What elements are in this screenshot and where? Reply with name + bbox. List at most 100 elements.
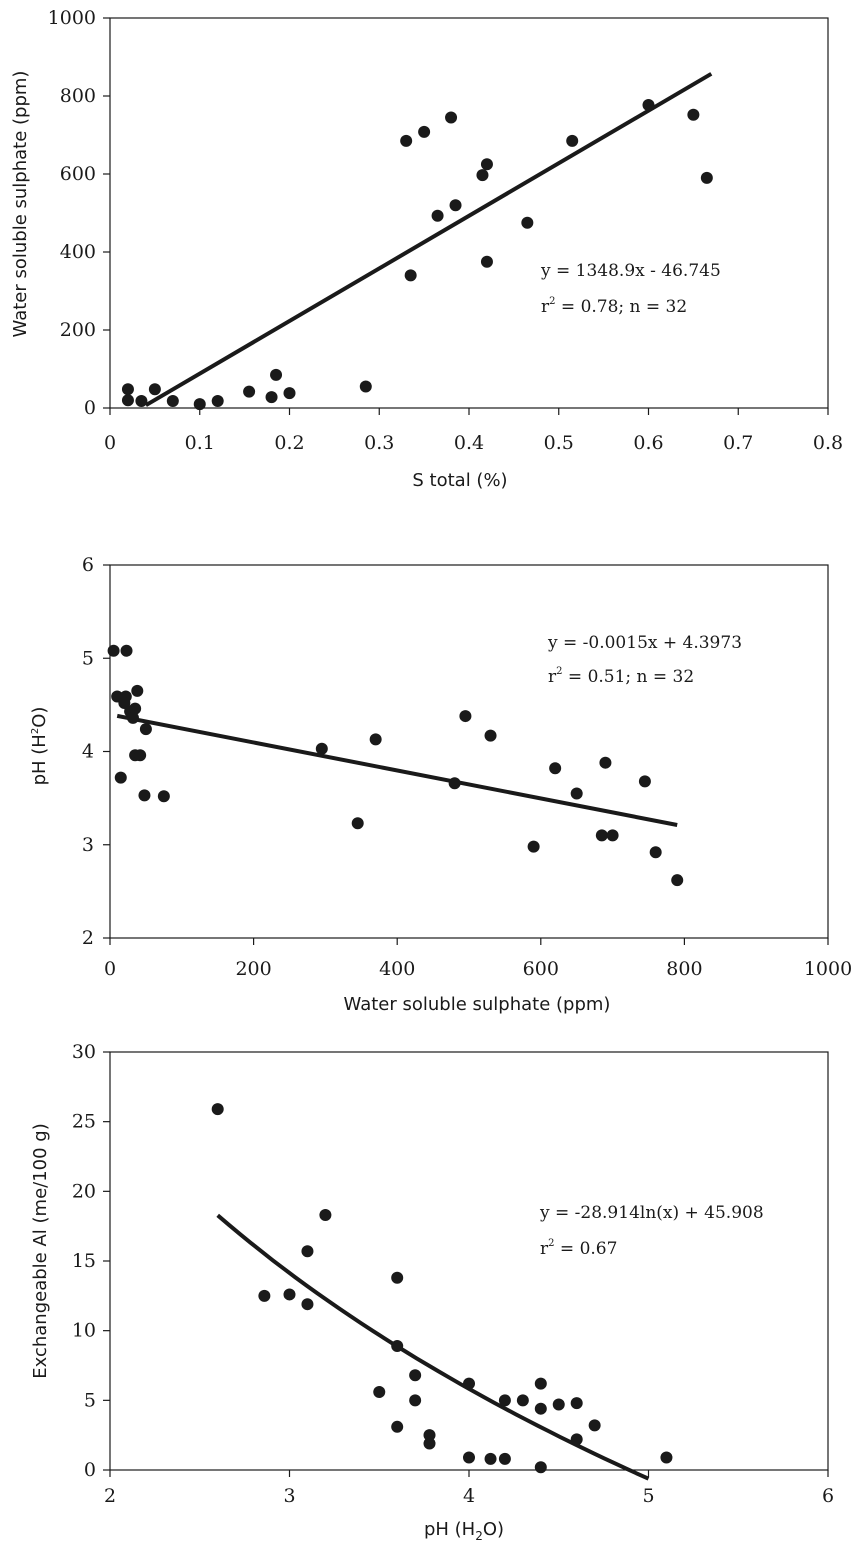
data-point [135, 394, 148, 407]
data-point [498, 1452, 511, 1465]
data-point [660, 1451, 673, 1464]
data-point [315, 742, 328, 755]
data-point [400, 134, 413, 147]
data-point [134, 749, 147, 762]
data-point [476, 169, 489, 182]
data-point [570, 1433, 583, 1446]
data-point [566, 134, 579, 147]
x-tick-label: 1000 [804, 958, 852, 980]
y-tick-label: 4 [82, 741, 94, 763]
data-point [391, 1271, 404, 1284]
x-tick-label: 6 [822, 1485, 834, 1507]
data-point [463, 1377, 475, 1390]
data-point [480, 255, 493, 268]
data-point [139, 723, 152, 736]
data-point [131, 684, 144, 697]
x-tick-label: 2 [104, 1485, 116, 1507]
data-point [301, 1298, 314, 1311]
data-point [642, 98, 655, 111]
data-point [301, 1245, 314, 1258]
data-point [121, 394, 134, 407]
x-tick-label: 0.7 [723, 432, 753, 454]
data-point [687, 108, 700, 121]
data-point [423, 1429, 436, 1442]
y-axis-label: pH (H2O) [29, 707, 50, 786]
x-tick-label: 0.1 [185, 432, 215, 454]
data-point [459, 710, 472, 723]
data-point [595, 829, 608, 842]
data-point [445, 111, 458, 124]
trendline-equation: y = 1348.9x - 46.745 [540, 261, 721, 281]
data-point [211, 394, 224, 407]
data-point [114, 771, 127, 784]
data-point [409, 1369, 422, 1382]
y-tick-label: 1000 [48, 7, 96, 29]
data-point [211, 1103, 224, 1116]
data-point [671, 874, 684, 887]
data-point [418, 125, 431, 138]
data-point [409, 1394, 422, 1407]
data-point [283, 387, 296, 400]
y-tick-label: 5 [84, 1389, 96, 1411]
x-tick-label: 800 [666, 958, 702, 980]
data-point [193, 398, 206, 411]
data-point [369, 733, 382, 746]
x-tick-label: 0.5 [544, 432, 574, 454]
y-tick-label: 10 [72, 1320, 96, 1342]
y-tick-label: 800 [60, 85, 96, 107]
plot-frame [109, 564, 829, 939]
data-point [649, 846, 662, 859]
data-point [107, 644, 120, 657]
data-point [448, 777, 461, 790]
data-point [449, 199, 462, 212]
y-axis-label: Water soluble sulphate (ppm) [10, 71, 31, 338]
x-tick-label: 0.2 [274, 432, 304, 454]
data-point [570, 1397, 583, 1410]
data-point [118, 697, 131, 710]
data-point [606, 829, 619, 842]
trendline-equation: y = -28.914ln(x) + 45.908 [539, 1203, 764, 1223]
data-point [431, 209, 444, 222]
x-tick-label: 5 [642, 1485, 654, 1507]
trendline-stats: r2 = 0.67 [540, 1238, 617, 1259]
y-tick-label: 2 [82, 927, 94, 949]
data-point [351, 817, 364, 830]
x-tick-label: 0.8 [813, 432, 843, 454]
x-tick-label: 4 [463, 1485, 475, 1507]
y-tick-label: 3 [82, 834, 94, 856]
data-point [166, 394, 179, 407]
data-point [498, 1394, 511, 1407]
chart-panel-sulphate-vs-s-total: Water soluble sulphate (ppm) S total (%)… [10, 7, 843, 491]
y-tick-label: 0 [84, 1459, 96, 1481]
x-tick-label: 0.4 [454, 432, 484, 454]
x-axis-label: pH (H2O) [424, 1519, 504, 1543]
data-point [243, 385, 256, 398]
data-point [391, 1339, 404, 1352]
y-tick-label: 6 [82, 554, 94, 576]
y-tick-label: 20 [72, 1180, 96, 1202]
y-tick-label: 200 [60, 319, 96, 341]
x-tick-label: 400 [379, 958, 415, 980]
x-tick-label: 200 [235, 958, 271, 980]
data-point [599, 756, 612, 769]
plot-frame [109, 17, 829, 409]
data-point [423, 1437, 436, 1450]
data-point [319, 1209, 332, 1222]
y-tick-label: 25 [72, 1111, 96, 1133]
trendline-stats: r2 = 0.78; n = 32 [541, 296, 687, 317]
data-point [283, 1288, 296, 1301]
trendline [144, 72, 713, 407]
y-tick-label: 400 [60, 241, 96, 263]
data-point [258, 1289, 271, 1302]
y-tick-label: 5 [82, 647, 94, 669]
x-axis-label: S total (%) [412, 470, 507, 491]
data-point [484, 1452, 497, 1465]
trendline-stats: r2 = 0.51; n = 32 [548, 666, 694, 687]
y-tick-label: 0 [84, 397, 96, 419]
data-point [270, 368, 283, 381]
data-point [570, 787, 583, 800]
data-point [138, 789, 151, 802]
data-point [700, 171, 713, 184]
data-point [463, 1451, 475, 1464]
